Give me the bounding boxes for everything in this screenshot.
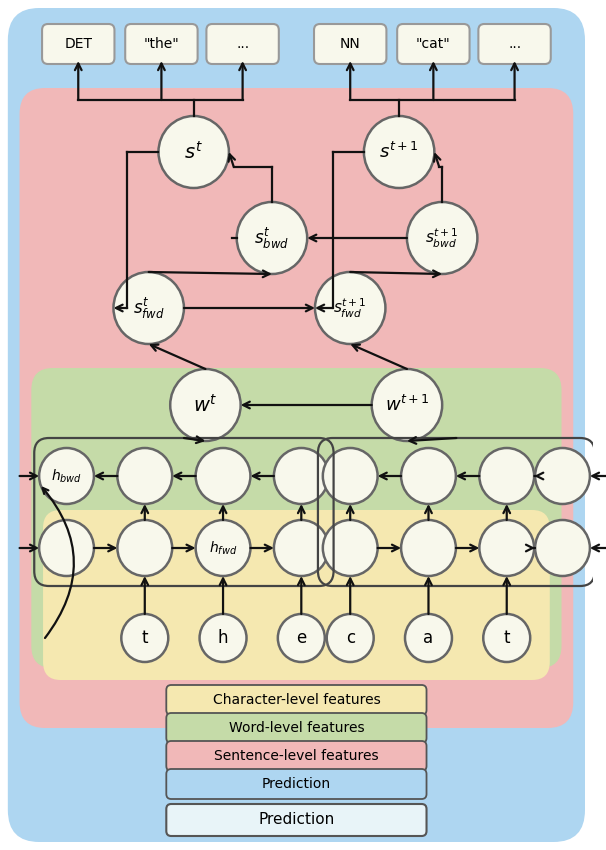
- FancyBboxPatch shape: [43, 510, 550, 680]
- Circle shape: [483, 614, 530, 662]
- FancyBboxPatch shape: [166, 769, 427, 799]
- Text: $s^{t+1}$: $s^{t+1}$: [379, 142, 419, 162]
- Text: $s^{t+1}_{bwd}$: $s^{t+1}_{bwd}$: [425, 226, 459, 250]
- Text: $s^t$: $s^t$: [184, 141, 203, 163]
- Circle shape: [113, 272, 184, 344]
- FancyBboxPatch shape: [8, 8, 585, 842]
- Text: t: t: [504, 629, 510, 647]
- Circle shape: [39, 448, 94, 504]
- Text: $w^{t+1}$: $w^{t+1}$: [385, 395, 430, 415]
- Text: ...: ...: [236, 37, 249, 51]
- Text: $h_{fwd}$: $h_{fwd}$: [209, 539, 237, 557]
- Circle shape: [364, 116, 435, 188]
- Text: $s^{t+1}_{fwd}$: $s^{t+1}_{fwd}$: [333, 297, 367, 320]
- Text: ...: ...: [508, 37, 521, 51]
- Circle shape: [196, 448, 250, 504]
- FancyBboxPatch shape: [166, 804, 427, 836]
- Circle shape: [274, 520, 328, 576]
- Text: $h_{bwd}$: $h_{bwd}$: [51, 468, 82, 484]
- Circle shape: [371, 369, 442, 441]
- Circle shape: [159, 116, 229, 188]
- Text: "the": "the": [144, 37, 179, 51]
- Circle shape: [535, 520, 590, 576]
- Text: a: a: [424, 629, 433, 647]
- Circle shape: [401, 520, 456, 576]
- FancyBboxPatch shape: [42, 24, 115, 64]
- Text: Prediction: Prediction: [262, 777, 331, 791]
- Circle shape: [401, 448, 456, 504]
- FancyBboxPatch shape: [166, 685, 427, 715]
- Text: NN: NN: [340, 37, 361, 51]
- Circle shape: [407, 202, 478, 274]
- FancyBboxPatch shape: [125, 24, 198, 64]
- Text: $w^t$: $w^t$: [193, 394, 218, 416]
- Text: "cat": "cat": [416, 37, 451, 51]
- Circle shape: [274, 448, 328, 504]
- Text: Sentence-level features: Sentence-level features: [214, 749, 379, 763]
- Text: $s^t_{bwd}$: $s^t_{bwd}$: [255, 225, 290, 251]
- Text: e: e: [296, 629, 307, 647]
- Circle shape: [479, 520, 534, 576]
- Text: c: c: [345, 629, 355, 647]
- Circle shape: [323, 448, 378, 504]
- FancyBboxPatch shape: [19, 88, 573, 728]
- Circle shape: [196, 520, 250, 576]
- Circle shape: [121, 614, 168, 662]
- FancyBboxPatch shape: [207, 24, 279, 64]
- FancyBboxPatch shape: [32, 368, 562, 668]
- Circle shape: [39, 520, 94, 576]
- Circle shape: [118, 520, 172, 576]
- Text: Word-level features: Word-level features: [228, 721, 364, 735]
- Text: DET: DET: [64, 37, 92, 51]
- Text: t: t: [142, 629, 148, 647]
- Text: h: h: [218, 629, 228, 647]
- FancyBboxPatch shape: [478, 24, 551, 64]
- FancyBboxPatch shape: [397, 24, 470, 64]
- Circle shape: [315, 272, 385, 344]
- FancyBboxPatch shape: [166, 741, 427, 771]
- Circle shape: [323, 520, 378, 576]
- Text: $s^t_{fwd}$: $s^t_{fwd}$: [133, 296, 165, 320]
- FancyBboxPatch shape: [314, 24, 387, 64]
- Circle shape: [327, 614, 374, 662]
- Circle shape: [237, 202, 307, 274]
- Circle shape: [479, 448, 534, 504]
- Circle shape: [170, 369, 241, 441]
- FancyBboxPatch shape: [166, 713, 427, 743]
- Circle shape: [405, 614, 452, 662]
- Circle shape: [278, 614, 325, 662]
- Text: Prediction: Prediction: [258, 813, 335, 828]
- Circle shape: [535, 448, 590, 504]
- Circle shape: [199, 614, 247, 662]
- Circle shape: [118, 448, 172, 504]
- Text: Character-level features: Character-level features: [213, 693, 381, 707]
